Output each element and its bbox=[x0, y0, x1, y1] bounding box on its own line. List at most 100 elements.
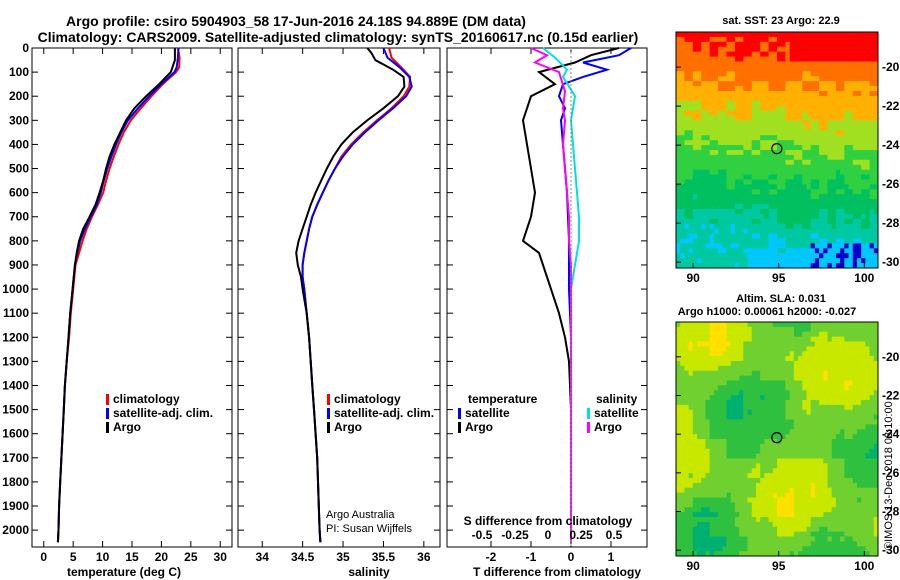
sla-cell bbox=[709, 341, 715, 347]
sla-cell bbox=[777, 551, 782, 557]
sst-cell bbox=[827, 86, 833, 92]
sst-cell bbox=[819, 51, 824, 57]
sst-cell bbox=[688, 184, 694, 190]
sla-cell bbox=[764, 497, 769, 503]
sst-cell bbox=[852, 32, 858, 38]
sst-cell bbox=[726, 81, 732, 87]
sst-cell bbox=[848, 100, 854, 107]
sst-cell bbox=[831, 204, 837, 210]
sst-cell bbox=[785, 140, 791, 146]
sst-cell bbox=[798, 184, 803, 190]
sst-cell bbox=[684, 248, 690, 254]
sst-cell bbox=[768, 159, 774, 166]
sla-cell bbox=[798, 448, 803, 455]
sst-cell bbox=[848, 71, 854, 77]
sla-cell bbox=[823, 385, 828, 391]
sla-cell bbox=[793, 512, 799, 518]
sst-cell bbox=[743, 32, 748, 38]
sla-cell bbox=[823, 521, 828, 528]
sst-cell bbox=[676, 41, 681, 48]
sla-cell bbox=[852, 541, 858, 547]
sla-cell bbox=[751, 331, 757, 338]
sst-cell bbox=[751, 263, 757, 269]
sla-cell bbox=[798, 487, 803, 494]
sst-cell bbox=[734, 46, 740, 53]
sla-cell bbox=[856, 375, 862, 381]
sst-cell bbox=[823, 228, 828, 234]
sst-cell bbox=[688, 204, 694, 210]
sla-cell bbox=[705, 502, 711, 508]
sla-cell bbox=[734, 487, 740, 494]
sst-cell bbox=[751, 213, 757, 220]
sst-cell bbox=[840, 76, 845, 82]
sst-cell bbox=[709, 46, 715, 53]
sst-cell bbox=[709, 36, 715, 43]
sst-cell bbox=[772, 204, 778, 210]
sst-cell bbox=[865, 100, 870, 107]
sla-cell bbox=[802, 370, 807, 377]
sst-cell bbox=[692, 253, 698, 259]
sla-cell bbox=[861, 487, 866, 494]
sla-cell bbox=[869, 536, 875, 542]
sla-cell bbox=[777, 361, 782, 367]
sla-cell bbox=[726, 414, 732, 420]
sla-cell bbox=[713, 409, 719, 416]
sla-cell bbox=[772, 443, 778, 450]
sla-cell bbox=[709, 439, 715, 445]
sla-cell bbox=[751, 448, 757, 455]
sla-cell bbox=[848, 482, 854, 489]
sla-cell bbox=[743, 478, 748, 484]
sst-cell bbox=[739, 179, 744, 185]
sst-cell bbox=[713, 223, 719, 230]
sst-cell bbox=[814, 253, 820, 259]
sla-cell bbox=[734, 502, 740, 508]
sla-cell bbox=[709, 351, 715, 357]
sst-cell bbox=[692, 110, 698, 116]
sla-cell bbox=[680, 453, 685, 459]
sst-cell bbox=[676, 95, 681, 102]
sst-cell bbox=[869, 189, 875, 195]
sst-cell bbox=[819, 194, 824, 200]
sla-cell bbox=[781, 448, 786, 455]
sst-cell bbox=[760, 174, 765, 180]
sla-cell bbox=[684, 336, 690, 342]
sst-cell bbox=[705, 213, 711, 220]
sla-cell bbox=[814, 331, 820, 338]
sst-cell bbox=[730, 36, 736, 43]
sla-cell bbox=[856, 507, 862, 513]
sst-cell bbox=[856, 51, 862, 57]
sla-cell bbox=[730, 512, 736, 518]
sla-cell bbox=[793, 507, 799, 513]
sst-cell bbox=[680, 150, 685, 156]
sla-cell bbox=[722, 365, 727, 372]
sst-cell bbox=[823, 130, 828, 136]
sla-cell bbox=[861, 322, 866, 328]
sla-cell bbox=[705, 424, 711, 430]
sla-cell bbox=[726, 502, 732, 508]
sst-cell bbox=[739, 95, 744, 102]
sla-cell bbox=[781, 341, 786, 347]
sla-cell bbox=[861, 346, 866, 352]
sla-cell bbox=[713, 541, 719, 547]
sla-cell bbox=[856, 463, 862, 469]
sla-cell bbox=[726, 507, 732, 513]
sst-cell bbox=[814, 184, 820, 190]
sst-cell bbox=[806, 189, 812, 195]
sla-cell bbox=[873, 473, 879, 479]
sla-cell bbox=[840, 521, 845, 528]
sla-cell bbox=[680, 395, 685, 401]
sst-cell bbox=[785, 179, 791, 185]
sst-cell bbox=[873, 105, 879, 112]
sla-cell bbox=[781, 521, 786, 528]
sla-cell bbox=[840, 434, 845, 440]
sst-cell bbox=[848, 233, 854, 239]
sst-cell bbox=[764, 95, 769, 102]
sst-cell bbox=[772, 130, 778, 136]
sst-cell bbox=[840, 209, 845, 215]
sst-cell bbox=[865, 32, 870, 38]
sla-cell bbox=[772, 536, 778, 542]
sst-cell bbox=[852, 66, 858, 72]
sst-cell bbox=[781, 194, 786, 200]
sla-cell bbox=[739, 439, 744, 445]
sst-cell bbox=[684, 199, 690, 205]
